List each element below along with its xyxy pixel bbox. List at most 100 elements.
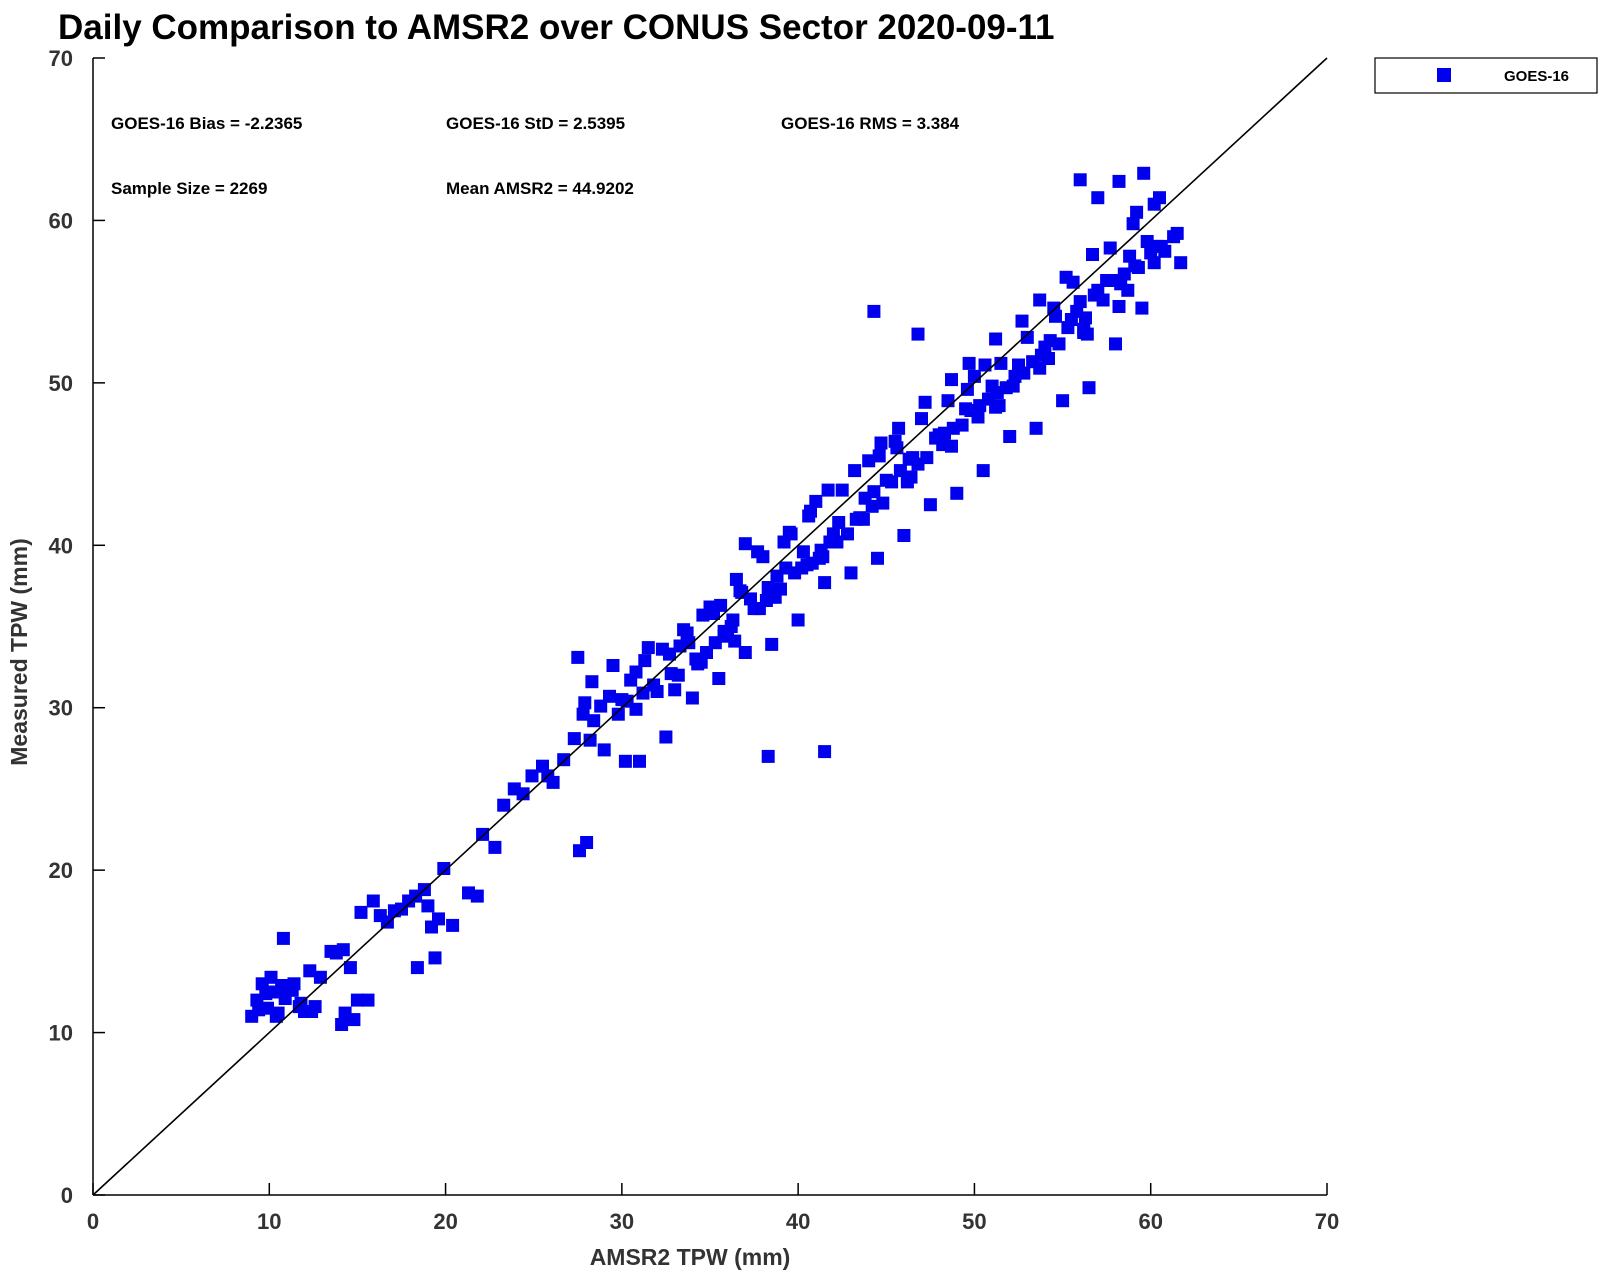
y-tick-label: 70: [49, 46, 73, 71]
data-point: [603, 689, 616, 703]
data-point: [976, 464, 990, 478]
data-point: [343, 961, 357, 975]
data-point: [313, 970, 327, 984]
data-point: [915, 412, 928, 426]
data-point: [796, 545, 810, 559]
data-point: [1103, 241, 1117, 255]
data-point: [336, 943, 350, 957]
data-point: [663, 647, 676, 661]
data-point: [696, 608, 710, 622]
data-point: [597, 743, 611, 757]
data-point: [832, 516, 846, 529]
y-axis-label: Measured TPW (mm): [6, 538, 32, 765]
data-point: [945, 439, 958, 453]
data-point: [638, 654, 652, 668]
data-point: [818, 576, 832, 590]
data-point: [1033, 293, 1047, 307]
data-point: [738, 646, 752, 659]
y-tick-label: 0: [61, 1183, 73, 1208]
data-point: [865, 499, 879, 513]
plot-frame: [92, 58, 1327, 1196]
data-points: [245, 166, 1188, 1031]
data-point: [967, 369, 981, 383]
data-point: [1112, 300, 1126, 313]
y-tick-label: 40: [49, 533, 73, 558]
data-point: [791, 613, 805, 627]
data-point: [971, 410, 985, 424]
data-point: [1086, 248, 1099, 261]
data-point: [633, 754, 646, 768]
x-axis-label: AMSR2 TPW (mm): [590, 1244, 791, 1270]
data-point: [636, 686, 650, 700]
data-point: [1130, 205, 1144, 219]
data-point: [618, 754, 632, 768]
data-point: [624, 673, 638, 687]
x-tick-label: 0: [87, 1209, 99, 1234]
data-point: [252, 1003, 266, 1017]
chart-title: Daily Comparison to AMSR2 over CONUS Sec…: [58, 8, 1055, 47]
data-point: [1126, 217, 1140, 231]
data-point: [862, 454, 876, 468]
legend-label-goes-16: GOES-16: [1504, 68, 1569, 85]
data-point: [867, 485, 881, 499]
stat-std: GOES-16 StD = 2.5395: [446, 114, 625, 133]
data-point: [867, 304, 881, 318]
x-axis-ticks: 0 10 20 30 40 50 60 70: [87, 1183, 1339, 1234]
data-point: [1015, 314, 1029, 328]
data-point: [659, 730, 673, 744]
data-point: [802, 509, 816, 523]
data-point: [380, 915, 394, 929]
x-tick-label: 40: [786, 1209, 810, 1234]
data-point: [689, 652, 703, 666]
y-tick-label: 20: [49, 858, 73, 883]
data-point: [1079, 311, 1092, 325]
data-point: [259, 987, 273, 1001]
data-point: [768, 590, 782, 604]
data-point: [818, 745, 832, 759]
data-point: [994, 356, 1008, 370]
data-point: [876, 496, 890, 510]
data-point: [1082, 381, 1096, 395]
data-point: [765, 637, 779, 651]
data-point: [1147, 197, 1161, 211]
data-point: [1033, 361, 1047, 375]
data-point: [578, 696, 592, 710]
data-point: [354, 905, 368, 919]
data-point: [1064, 313, 1078, 326]
data-point: [1144, 246, 1158, 260]
data-point: [923, 498, 937, 512]
data-point: [841, 527, 854, 541]
data-point: [276, 931, 290, 945]
data-point: [950, 486, 964, 500]
y-tick-label: 30: [49, 696, 73, 721]
y-tick-label: 10: [49, 1021, 73, 1046]
data-point: [1038, 340, 1052, 354]
data-point: [830, 535, 844, 549]
data-point: [962, 356, 976, 370]
data-point: [1135, 301, 1149, 315]
data-point: [576, 707, 590, 721]
data-point: [685, 691, 699, 705]
data-point: [303, 964, 317, 978]
data-point: [275, 979, 289, 992]
data-point: [1100, 274, 1114, 287]
y-tick-label: 50: [49, 371, 73, 396]
data-point: [761, 581, 775, 594]
data-point: [488, 840, 502, 854]
data-point: [911, 327, 925, 341]
data-point: [751, 545, 765, 559]
data-point: [1006, 379, 1020, 393]
data-point: [1147, 256, 1161, 270]
data-point: [1137, 166, 1151, 180]
data-point: [1073, 295, 1087, 309]
one-to-one-reference-line: [92, 57, 1328, 1196]
data-point: [585, 675, 599, 689]
data-point: [729, 572, 743, 586]
data-point: [904, 470, 918, 484]
data-point: [497, 798, 511, 812]
stats-annotations: GOES-16 Bias = -2.2365 GOES-16 StD = 2.5…: [111, 114, 960, 198]
data-point: [941, 394, 955, 408]
data-point: [680, 626, 694, 640]
data-point: [1154, 239, 1168, 253]
